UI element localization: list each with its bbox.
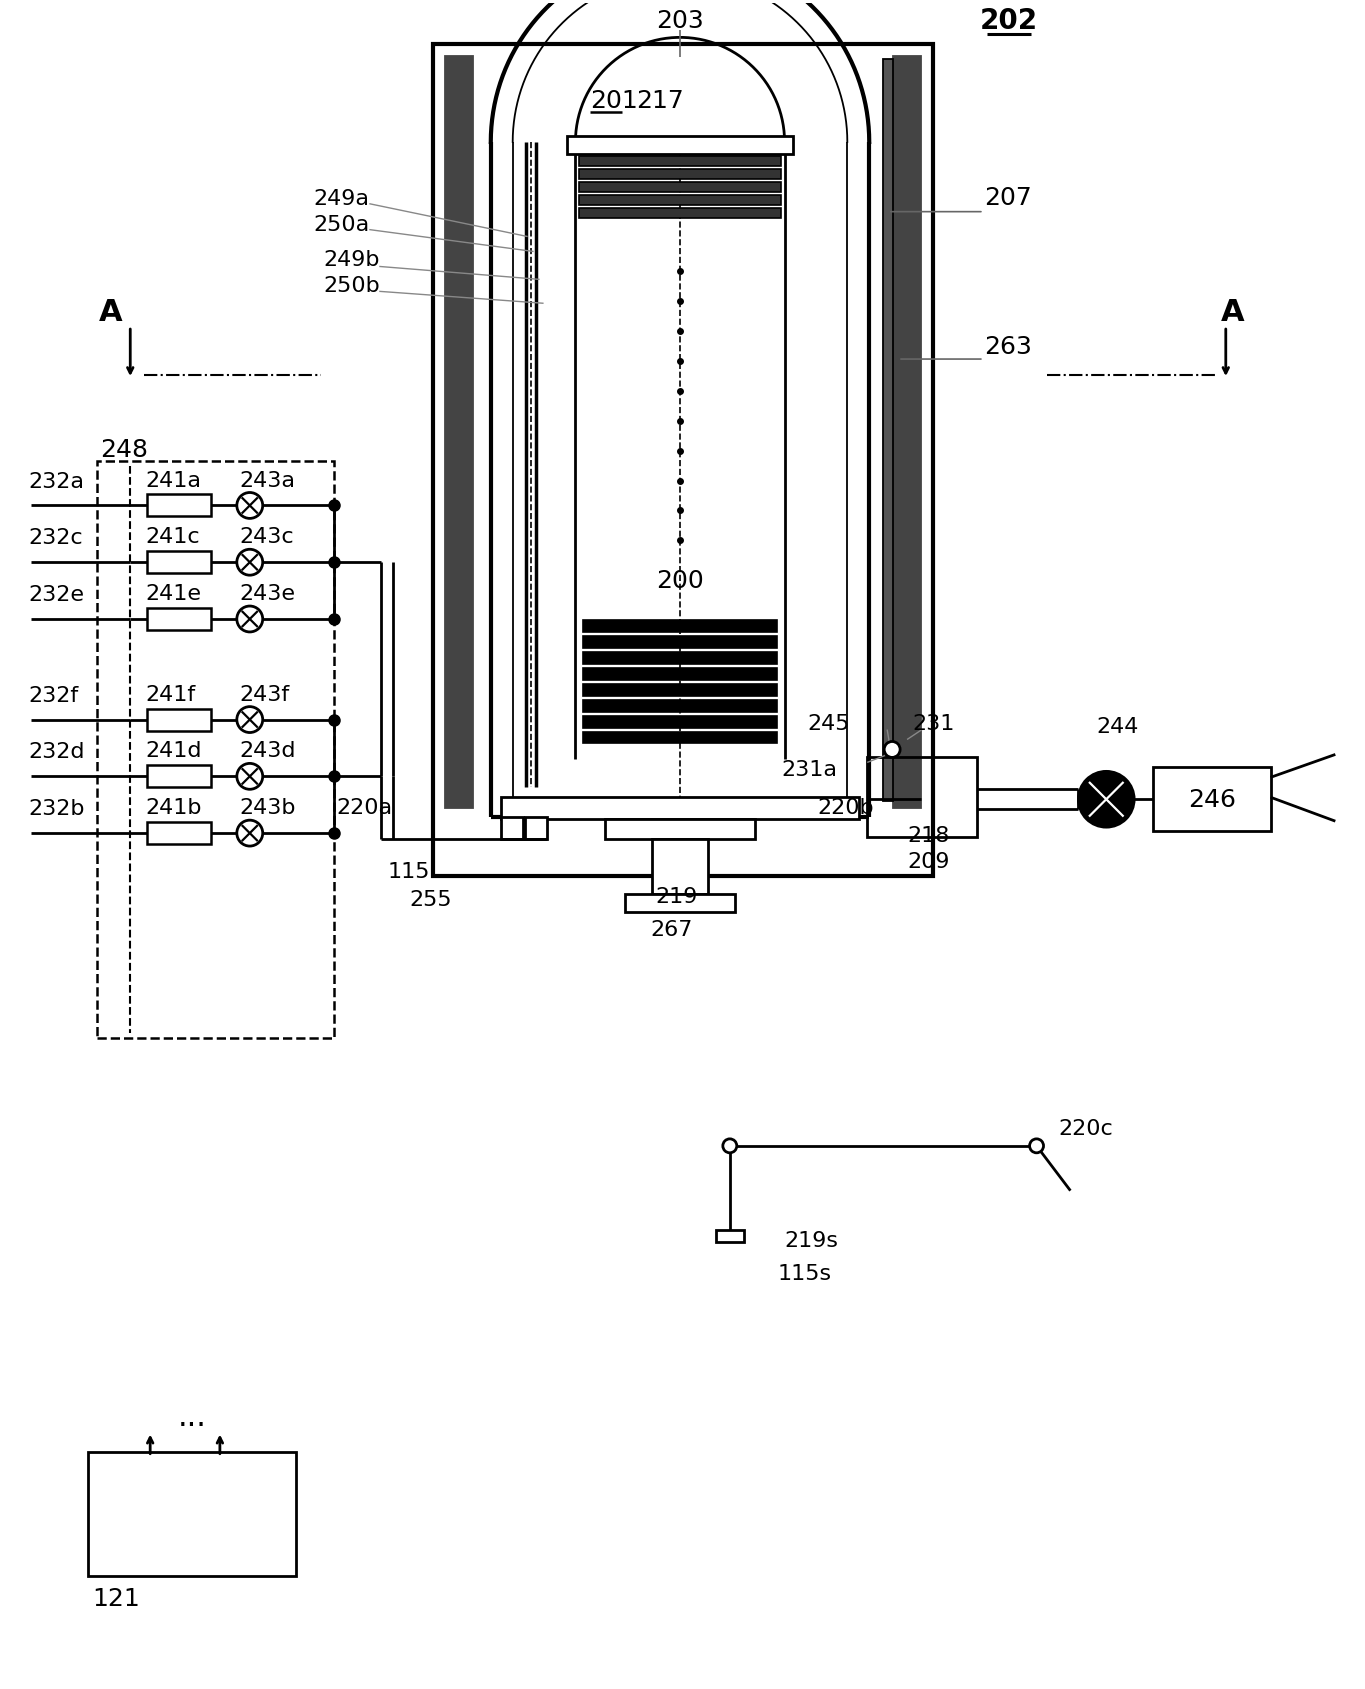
Text: 243c: 243c <box>240 527 295 547</box>
Text: ...: ... <box>177 1402 206 1431</box>
Text: 250b: 250b <box>324 277 381 296</box>
Bar <box>501 797 860 819</box>
Text: 232a: 232a <box>29 471 85 491</box>
Bar <box>583 637 777 649</box>
Bar <box>867 758 977 838</box>
Bar <box>583 716 777 728</box>
Text: 243d: 243d <box>240 741 296 762</box>
Bar <box>583 684 777 696</box>
Text: 267: 267 <box>650 919 692 939</box>
Bar <box>583 620 777 633</box>
Text: 248: 248 <box>101 437 149 461</box>
Text: 232c: 232c <box>29 529 83 547</box>
Circle shape <box>236 763 262 790</box>
Text: 231a: 231a <box>781 760 837 780</box>
Text: A: A <box>1220 297 1245 326</box>
Bar <box>579 169 781 179</box>
Text: 249b: 249b <box>324 250 379 270</box>
Text: 220b: 220b <box>818 797 874 817</box>
Text: 241f: 241f <box>145 684 195 704</box>
Bar <box>147 552 212 574</box>
Circle shape <box>1078 772 1134 828</box>
Text: 255: 255 <box>410 890 452 909</box>
Text: 241b: 241b <box>145 797 202 817</box>
Bar <box>445 57 472 809</box>
Bar <box>1153 768 1271 831</box>
Circle shape <box>236 821 262 846</box>
Bar <box>579 196 781 206</box>
Bar <box>579 157 781 167</box>
Bar <box>579 208 781 218</box>
Text: 217: 217 <box>636 90 684 113</box>
Text: 232e: 232e <box>29 584 85 605</box>
Text: 219s: 219s <box>785 1231 838 1252</box>
Bar <box>893 57 921 809</box>
Bar <box>524 817 546 839</box>
Text: 232f: 232f <box>29 686 79 706</box>
Text: 245: 245 <box>808 713 850 733</box>
Bar <box>883 61 893 802</box>
Text: 207: 207 <box>984 186 1032 209</box>
Bar <box>147 823 212 844</box>
Bar <box>568 137 793 155</box>
Bar <box>147 709 212 731</box>
Bar <box>605 819 755 839</box>
Text: 115s: 115s <box>778 1263 831 1284</box>
Text: 232d: 232d <box>29 741 85 762</box>
Text: 241c: 241c <box>145 527 199 547</box>
Text: 202: 202 <box>980 7 1037 35</box>
Text: 219: 219 <box>655 887 698 907</box>
Text: 244: 244 <box>1096 716 1138 736</box>
Text: 246: 246 <box>1188 787 1235 812</box>
Circle shape <box>236 493 262 519</box>
Text: 243f: 243f <box>240 684 289 704</box>
Bar <box>97 461 334 1039</box>
Text: 218: 218 <box>908 826 950 846</box>
Bar <box>501 817 523 839</box>
Bar <box>583 701 777 713</box>
Text: 209: 209 <box>908 851 950 872</box>
Bar <box>433 46 932 877</box>
Bar <box>583 731 777 745</box>
Text: 220c: 220c <box>1058 1118 1114 1138</box>
Text: 232b: 232b <box>29 799 85 819</box>
Text: 241a: 241a <box>145 470 201 490</box>
Text: 249a: 249a <box>314 189 370 208</box>
Circle shape <box>1029 1138 1043 1154</box>
Text: 220a: 220a <box>336 797 393 817</box>
Text: 241d: 241d <box>145 741 202 762</box>
Circle shape <box>236 551 262 576</box>
Text: 243a: 243a <box>240 470 296 490</box>
Bar <box>147 608 212 630</box>
Bar <box>625 895 734 912</box>
Text: 203: 203 <box>657 10 704 34</box>
Text: A: A <box>98 297 121 326</box>
Text: 250a: 250a <box>314 215 370 235</box>
Bar <box>579 182 781 193</box>
Circle shape <box>885 741 900 758</box>
Text: 243e: 243e <box>240 584 296 603</box>
Circle shape <box>723 1138 737 1154</box>
Text: 231: 231 <box>912 713 954 733</box>
Bar <box>715 1231 744 1243</box>
Bar <box>652 839 708 895</box>
Text: 201: 201 <box>591 90 637 113</box>
Text: 200: 200 <box>657 569 704 593</box>
Text: 243b: 243b <box>240 797 296 817</box>
Bar <box>89 1453 296 1576</box>
Text: 263: 263 <box>984 334 1032 358</box>
Bar <box>147 495 212 517</box>
Text: 121: 121 <box>93 1586 141 1610</box>
Bar <box>583 652 777 664</box>
Circle shape <box>236 708 262 733</box>
Circle shape <box>236 606 262 633</box>
Bar <box>147 765 212 787</box>
Bar <box>583 669 777 681</box>
Text: 115: 115 <box>388 861 430 882</box>
Text: 241e: 241e <box>145 584 201 603</box>
